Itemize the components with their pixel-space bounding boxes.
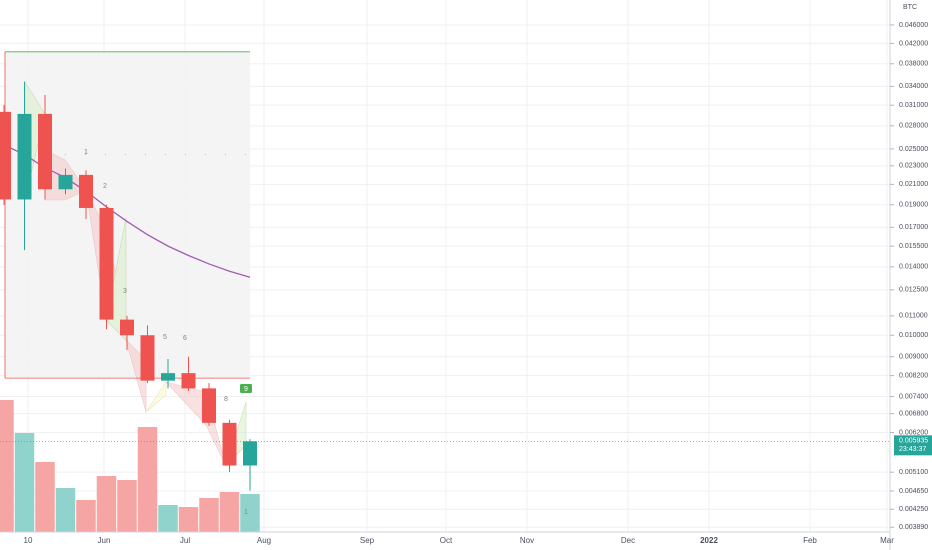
candle-body — [17, 113, 32, 200]
y-tick-label: 0.028000 — [899, 123, 928, 130]
candle-body — [58, 174, 73, 190]
x-tick-label: 2022 — [700, 536, 718, 545]
y-tick-label: 0.005100 — [899, 469, 928, 476]
y-tick-label: 0.006800 — [899, 411, 928, 418]
x-tick-label: Feb — [803, 536, 817, 545]
y-tick-label: 0.019000 — [899, 202, 928, 209]
x-tick-label: Dec — [621, 536, 635, 545]
y-tick-label: 0.023000 — [899, 163, 928, 170]
volume-bar — [178, 507, 199, 532]
x-tick-label: Mar — [880, 536, 894, 545]
x-tick-label: Aug — [257, 536, 271, 545]
volume-bar — [137, 427, 158, 532]
y-tick-label: 0.007400 — [899, 393, 928, 400]
y-tick-label: 0.038000 — [899, 61, 928, 68]
volume-bar — [76, 500, 96, 532]
countdown-label: 23:43:37 — [899, 446, 926, 453]
last-price-box — [894, 435, 932, 456]
annotation: 9 — [244, 386, 248, 393]
y-tick-label: 0.008200 — [899, 372, 928, 379]
y-tick-label: 0.021000 — [899, 181, 928, 188]
annotation: 6 — [183, 335, 187, 342]
annotation: 2 — [103, 183, 107, 190]
x-tick-label: Oct — [440, 536, 453, 545]
volume-bar — [219, 492, 240, 532]
y-tick-label: 0.015500 — [899, 243, 928, 250]
candle-body — [161, 373, 175, 381]
last-price-label: 0.005935 — [899, 438, 928, 445]
y-tick-label: 0.011000 — [899, 313, 928, 320]
candle-body — [79, 174, 93, 208]
y-tick-label: 0.025000 — [899, 146, 928, 153]
x-tick-label: Jun — [98, 536, 111, 545]
annotation-box — [240, 384, 252, 393]
volume-bar — [96, 476, 117, 532]
x-tick-label: 10 — [24, 536, 33, 545]
y-tick-label: 0.012500 — [899, 287, 928, 294]
candle-body — [38, 113, 52, 190]
candle-body — [120, 319, 134, 336]
y-tick-label: 0.009000 — [899, 354, 928, 361]
volume-bar — [14, 433, 35, 532]
annotation: 8 — [224, 396, 228, 403]
y-tick-label: 0.003890 — [899, 524, 928, 531]
candle-body — [243, 441, 257, 466]
volume-bar — [0, 400, 14, 532]
candle-body — [140, 335, 155, 381]
pattern-leg — [145, 381, 167, 413]
y-tick-label: 0.017000 — [899, 224, 928, 231]
x-tick-label: Nov — [520, 536, 534, 545]
y-tick-label: 0.004250 — [899, 506, 928, 513]
y-tick-label: 0.006200 — [899, 429, 928, 436]
candle-body — [181, 373, 196, 389]
annotation: 1 — [244, 509, 248, 516]
volume-bar — [240, 494, 260, 532]
x-tick-label: Sep — [360, 536, 375, 545]
y-tick-label: 0.042000 — [899, 40, 928, 47]
y-tick-label: 0.031000 — [899, 102, 928, 109]
y-tick-label: 0.034000 — [899, 83, 928, 90]
annotation: 1 — [84, 149, 88, 156]
currency-label: BTC — [903, 4, 917, 11]
plot: 1 2 3 5 6 8 9 1 — [0, 51, 890, 532]
candle-body — [0, 111, 11, 200]
volume-bar — [55, 488, 76, 532]
volume-bar — [117, 480, 137, 532]
volume-bar — [199, 498, 219, 532]
y-tick-label: 0.014000 — [899, 264, 928, 271]
y-tick-label: 0.004650 — [899, 488, 928, 495]
candle-body — [202, 388, 216, 423]
annotation: 3 — [123, 288, 127, 295]
y-tick-label: 0.010000 — [899, 332, 928, 339]
volume-bar — [35, 462, 55, 532]
candle-body — [99, 207, 114, 320]
annotation: 5 — [163, 334, 167, 341]
y-tick-label: 0.046000 — [899, 22, 928, 29]
x-tick-label: Jul — [180, 536, 190, 545]
candle-body — [222, 422, 237, 466]
volume-bar — [158, 505, 178, 532]
